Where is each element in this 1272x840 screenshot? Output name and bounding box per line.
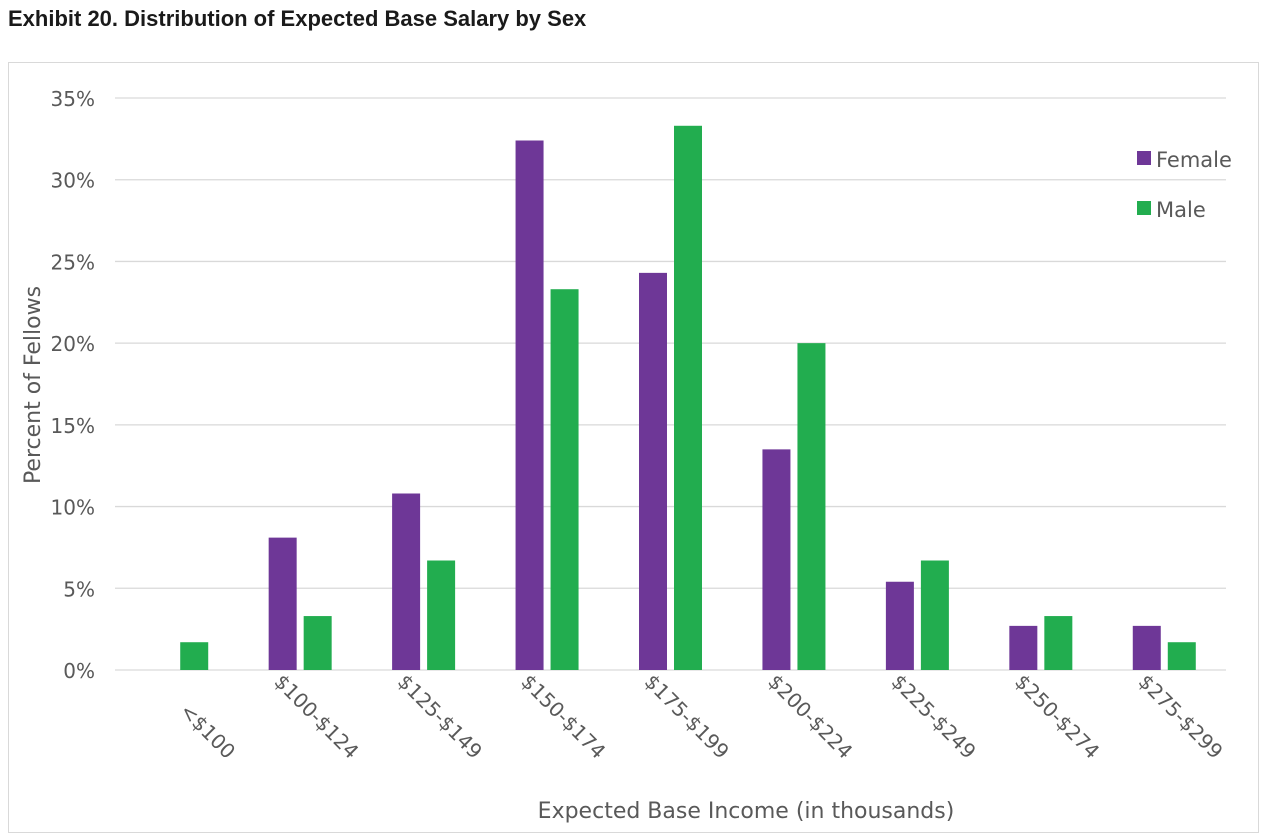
x-tick-label: $225-$249 <box>887 669 981 763</box>
bar-male-3 <box>550 289 579 670</box>
y-tick-label: 30% <box>51 169 95 193</box>
bar-female-5 <box>762 449 791 670</box>
bar-male-6 <box>920 560 949 670</box>
y-tick-label: 35% <box>51 87 95 111</box>
bar-female-7 <box>1009 625 1038 670</box>
x-axis-label: Expected Base Income (in thousands) <box>538 799 955 824</box>
bar-female-6 <box>885 581 914 670</box>
x-tick-label: $125-$149 <box>393 669 487 763</box>
x-tick-label: $150-$174 <box>516 669 610 763</box>
gridlines <box>115 97 1226 671</box>
x-tick-label: $175-$199 <box>640 669 734 763</box>
bars <box>180 125 1196 671</box>
y-tick-label: 10% <box>51 496 95 520</box>
y-tick-label: 25% <box>51 250 95 274</box>
legend-label-male: Male <box>1156 198 1206 222</box>
bar-male-2 <box>427 560 456 670</box>
bar-female-4 <box>639 272 667 670</box>
x-tick-label: $250-$274 <box>1010 669 1104 763</box>
y-tick-label: 20% <box>51 332 95 356</box>
y-axis-label: Percent of Fellows <box>21 286 46 484</box>
bar-male-1 <box>303 616 332 670</box>
bar-female-3 <box>515 140 544 670</box>
y-tick-label: 5% <box>63 577 95 601</box>
bar-female-8 <box>1132 625 1161 670</box>
x-tick-label: $200-$224 <box>763 669 857 763</box>
x-tick-label: <$100 <box>175 699 240 764</box>
y-tick-label: 15% <box>51 414 95 438</box>
bar-male-8 <box>1167 642 1196 670</box>
bar-male-5 <box>797 343 826 670</box>
legend-label-female: Female <box>1156 148 1232 172</box>
y-tick-label: 0% <box>63 659 95 683</box>
bar-female-1 <box>268 537 297 670</box>
bar-female-2 <box>392 493 421 670</box>
bar-male-4 <box>674 125 702 671</box>
chart-title: Exhibit 20. Distribution of Expected Bas… <box>8 6 587 31</box>
legend: Female Male <box>1137 148 1232 222</box>
y-axis-ticks: 0% 5% 10% 15% 20% 25% 30% 35% <box>51 87 95 683</box>
x-tick-label: $275-$299 <box>1134 669 1228 763</box>
bar-male-0 <box>180 642 209 670</box>
legend-swatch-male <box>1137 201 1151 215</box>
chart-frame <box>8 62 1259 833</box>
bar-male-7 <box>1044 616 1073 670</box>
x-tick-label: $100-$124 <box>270 669 364 763</box>
x-axis-ticks: <$100 $100-$124 $125-$149 $150-$174 $175-$19… <box>175 669 1227 763</box>
legend-swatch-female <box>1137 151 1151 165</box>
